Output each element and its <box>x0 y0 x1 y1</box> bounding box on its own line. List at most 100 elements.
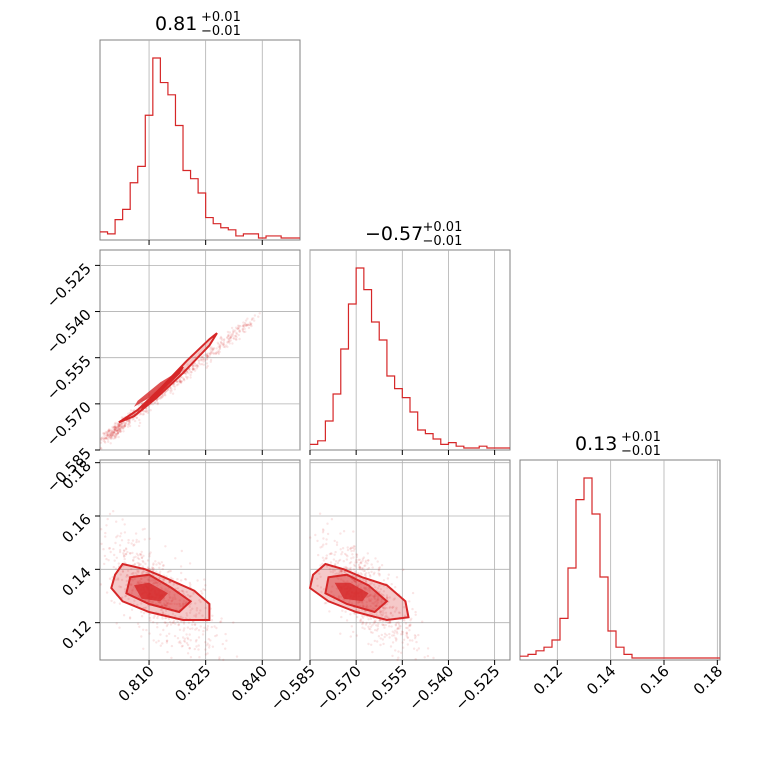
scatter-point <box>368 590 371 593</box>
scatter-point <box>113 422 117 426</box>
scatter-point <box>366 589 369 592</box>
scatter-point <box>113 428 117 431</box>
scatter-point <box>359 586 363 589</box>
scatter-point <box>324 557 327 560</box>
scatter-point <box>119 425 122 428</box>
scatter-point <box>375 604 378 608</box>
scatter-point <box>205 353 209 356</box>
scatter-point <box>166 589 169 592</box>
scatter-point <box>125 583 128 587</box>
scatter-point <box>106 434 109 437</box>
scatter-point <box>136 580 139 583</box>
scatter-point <box>330 590 333 593</box>
scatter-point <box>383 632 387 635</box>
scatter-point <box>395 630 399 633</box>
scatter-point <box>168 570 171 573</box>
scatter-point <box>353 547 356 551</box>
scatter-point <box>373 620 376 623</box>
scatter-point <box>369 583 372 586</box>
scatter-point <box>335 572 339 575</box>
scatter-point <box>107 431 110 434</box>
scatter-point <box>124 552 128 556</box>
y-tick-label: 0.14 <box>58 563 94 599</box>
scatter-point <box>122 614 126 617</box>
scatter-point <box>378 574 381 577</box>
scatter-point <box>165 601 168 605</box>
scatter-point <box>116 431 120 434</box>
scatter-point <box>340 570 343 573</box>
scatter-point <box>201 614 204 617</box>
scatter-point <box>206 357 209 360</box>
scatter-point <box>153 401 157 404</box>
scatter-point <box>118 423 121 427</box>
scatter-point <box>111 429 114 433</box>
scatter-point <box>371 650 374 654</box>
scatter-point <box>176 587 179 590</box>
scatter-point <box>161 395 164 399</box>
scatter-point <box>117 423 121 426</box>
scatter-point <box>104 436 107 440</box>
scatter-point <box>386 621 390 624</box>
scatter-point <box>134 532 138 535</box>
scatter-point <box>164 617 167 620</box>
scatter-point <box>383 608 386 611</box>
scatter-point <box>202 588 205 591</box>
scatter-point <box>227 340 231 343</box>
scatter-point <box>209 352 212 355</box>
histogram-step <box>520 477 720 659</box>
scatter-point <box>149 409 152 412</box>
scatter-point <box>247 326 251 330</box>
scatter-point <box>178 380 181 383</box>
scatter-point <box>389 611 393 615</box>
scatter-point <box>165 604 168 607</box>
scatter-point <box>389 621 392 624</box>
scatter-point <box>329 570 332 573</box>
scatter-point <box>341 547 345 550</box>
scatter-point <box>195 365 199 368</box>
scatter-point <box>112 432 115 435</box>
scatter-point <box>368 595 371 598</box>
scatter-point <box>399 633 403 636</box>
scatter-point <box>406 643 409 646</box>
scatter-point <box>202 360 205 363</box>
scatter-point <box>316 584 319 587</box>
scatter-point <box>195 645 198 648</box>
scatter-point <box>102 432 105 435</box>
scatter-point <box>377 597 380 600</box>
scatter-point <box>369 575 372 578</box>
scatter-point <box>141 565 144 568</box>
scatter-point <box>121 426 125 429</box>
scatter-point <box>123 554 126 558</box>
scatter-point <box>121 518 124 521</box>
scatter-point <box>342 560 345 563</box>
scatter-point <box>230 326 234 330</box>
scatter-point <box>108 436 111 440</box>
scatter-point <box>249 322 253 326</box>
contour-core <box>134 582 168 602</box>
scatter-point <box>115 429 119 433</box>
scatter-point <box>236 327 239 331</box>
scatter-point <box>107 435 110 439</box>
scatter-point <box>184 577 187 581</box>
scatter-point <box>120 422 123 425</box>
scatter-point <box>378 584 381 588</box>
scatter-point <box>163 621 166 624</box>
scatter-point <box>132 558 135 562</box>
scatter-point <box>226 330 230 334</box>
scatter-point <box>361 620 364 623</box>
scatter-point <box>358 567 361 570</box>
scatter-point <box>362 569 365 573</box>
scatter-point <box>171 596 174 599</box>
scatter-point <box>113 427 116 431</box>
scatter-point <box>202 357 205 361</box>
scatter-point <box>346 555 349 558</box>
scatter-point <box>382 607 385 610</box>
scatter-point <box>358 565 362 569</box>
scatter-point <box>139 412 143 416</box>
scatter-point <box>182 620 186 624</box>
scatter-point <box>107 559 110 562</box>
scatter-point <box>105 437 109 440</box>
scatter-point <box>113 432 116 435</box>
scatter-point <box>350 549 353 553</box>
scatter-point <box>111 425 114 429</box>
